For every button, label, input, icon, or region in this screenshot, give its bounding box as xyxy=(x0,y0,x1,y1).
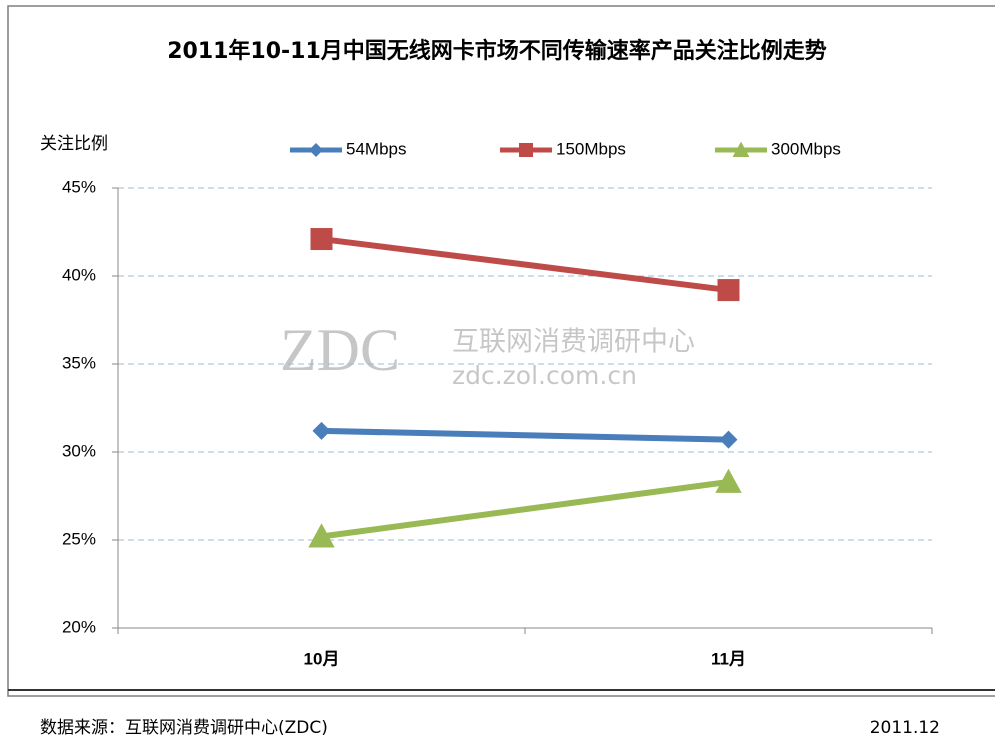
marker xyxy=(310,228,333,251)
legend-label: 54Mbps xyxy=(346,139,406,158)
series-line xyxy=(321,427,729,443)
y-tick-label: 40% xyxy=(62,265,96,284)
y-tick-label: 25% xyxy=(62,529,96,548)
y-tick-label: 45% xyxy=(62,177,96,196)
marker xyxy=(732,141,750,157)
source: 数据来源：互联网消费调研中心(ZDC) xyxy=(40,718,328,738)
series-line xyxy=(321,478,729,540)
marker xyxy=(715,468,742,493)
watermark-name: 互联网消费调研中心 xyxy=(452,327,695,358)
date: 2011.12 xyxy=(870,718,940,738)
y-tick-label: 30% xyxy=(62,441,96,460)
x-tick-label: 11月 xyxy=(711,649,746,668)
marker xyxy=(717,279,740,302)
watermark-url: zdc.zol.com.cn xyxy=(452,361,637,390)
frame xyxy=(7,5,995,697)
watermark: ZDC 互联网消费调研中心 zdc.zol.com.cn xyxy=(280,317,695,390)
marker xyxy=(308,523,335,548)
y-tick-label: 35% xyxy=(62,353,96,372)
series-line xyxy=(321,236,729,294)
chart-title: 2011年10-11月中国无线网卡市场不同传输速率产品关注比例走势 xyxy=(167,38,827,64)
x-tick-label: 10月 xyxy=(304,649,340,668)
y-tick-label: 20% xyxy=(62,617,96,636)
marker xyxy=(519,143,533,157)
watermark-logo: ZDC xyxy=(280,317,400,383)
marker xyxy=(312,421,331,440)
marker xyxy=(309,143,323,157)
legend-label: 150Mbps xyxy=(556,139,626,158)
y-axis-label: 关注比例 xyxy=(40,134,108,154)
legend-label: 300Mbps xyxy=(771,139,841,158)
marker xyxy=(719,430,738,449)
